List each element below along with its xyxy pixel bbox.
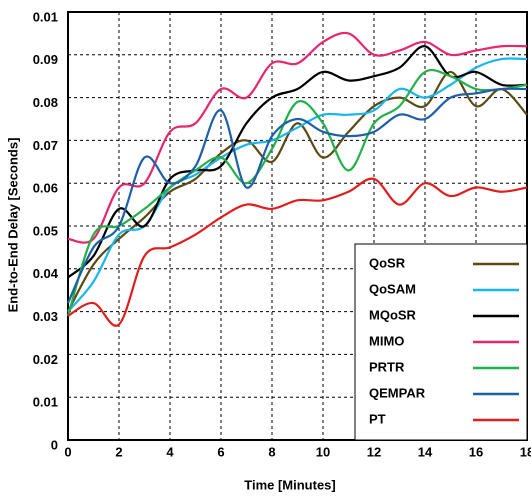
legend-label: PRTR [369, 359, 405, 374]
x-tick-label: 4 [166, 444, 174, 459]
y-tick-label: 0.05 [33, 223, 58, 238]
y-tick-label: 0.03 [33, 309, 58, 324]
data-line [67, 70, 528, 313]
y-tick-label: 0.04 [33, 266, 59, 281]
y-tick-label: 0.07 [33, 138, 58, 153]
y-axis-label: End-to-End Delay [Seconds] [5, 138, 20, 313]
y-tick-label: 0.01 [33, 395, 58, 410]
legend-label: QEMPAR [369, 385, 426, 400]
data-line [66, 68, 528, 317]
x-tick-label: 12 [367, 444, 381, 459]
x-axis-label: Time [Minutes] [244, 477, 336, 492]
y-tick-label: 0.06 [33, 181, 58, 196]
x-tick-label: 10 [316, 444, 330, 459]
y-tick-label: 0.02 [33, 352, 58, 367]
x-tick-label: 8 [268, 444, 275, 459]
y-tick-label: 0.01 [33, 9, 58, 24]
y-tick-label: 0 [51, 437, 58, 452]
x-tick-label: 0 [64, 444, 71, 459]
legend-label: PT [369, 411, 386, 426]
plot-frame [67, 11, 528, 441]
data-line [66, 87, 528, 304]
legend-label: QoSR [369, 255, 406, 270]
data-line [67, 31, 528, 244]
x-tick-label: 14 [418, 444, 433, 459]
y-tick-label: 0.08 [33, 95, 58, 110]
y-tick-label: 0.09 [33, 52, 58, 67]
legend-label: QoSAM [369, 281, 416, 296]
x-tick-label: 6 [217, 444, 224, 459]
legend-label: MIMO [369, 333, 404, 348]
x-tick-label: 16 [469, 444, 483, 459]
legend-label: MQoSR [369, 307, 417, 322]
x-tick-label: 18 [520, 444, 531, 459]
x-tick-label: 2 [115, 444, 122, 459]
data-line [67, 177, 528, 327]
